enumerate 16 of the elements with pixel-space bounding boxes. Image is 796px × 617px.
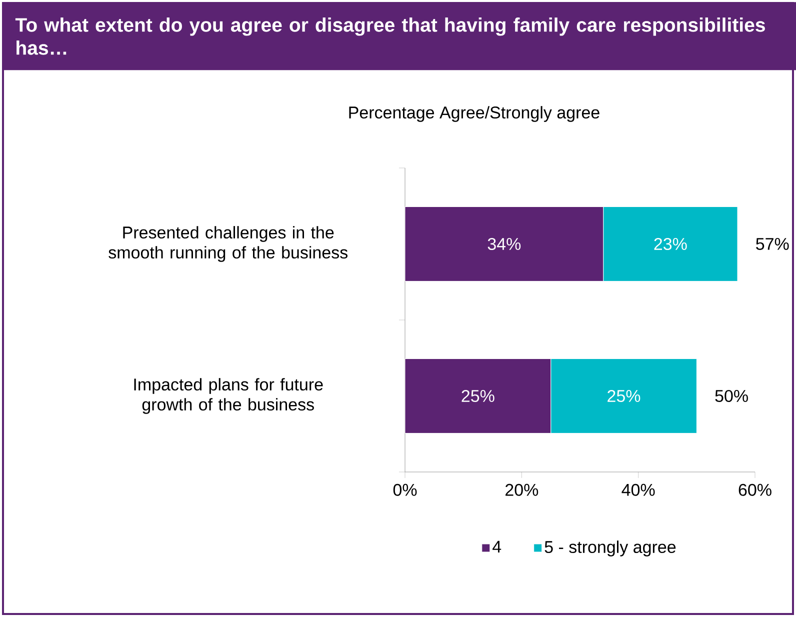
x-tick-label: 20% [506,484,538,496]
x-tick-label: 60% [738,484,772,496]
data-label: 23% [654,238,687,250]
chart-title: To what extent do you agree or disagree that having family care responsibilities has… [15,18,765,55]
total-label: 50% [715,390,748,402]
total-label: 57% [756,238,789,250]
data-label: 34% [488,238,521,250]
legend-label: 5 - strongly agree [544,540,676,556]
y-tick-label: Impacted plans for future growth of the business [134,378,323,414]
data-label: 25% [608,390,640,402]
x-tick-label: 0% [393,484,417,496]
legend-label: 4 [492,540,502,553]
chart-subtitle: Percentage Agree/Strongly agree [349,106,600,122]
data-label: 25% [462,390,494,402]
x-tick-label: 40% [622,484,655,496]
y-tick-label: Presented challenges in the smooth running of the business [108,226,348,262]
